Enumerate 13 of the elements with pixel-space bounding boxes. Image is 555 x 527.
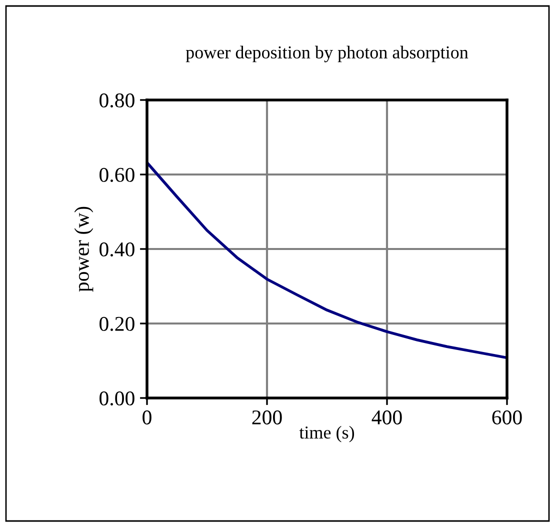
y-tick-label: 0.40 bbox=[100, 242, 134, 257]
x-tick-label: 0 bbox=[142, 410, 152, 424]
x-tick-label: 600 bbox=[492, 410, 522, 424]
y-axis-title: power (w) bbox=[74, 206, 94, 292]
x-tick-label: 200 bbox=[252, 410, 282, 424]
y-tick-label: 0.00 bbox=[100, 391, 134, 406]
y-tick-label: 0.80 bbox=[100, 93, 134, 108]
y-tick-label: 0.60 bbox=[100, 168, 134, 182]
line-series bbox=[147, 161, 507, 360]
chart-title: power deposition by photon absorption bbox=[186, 46, 468, 62]
y-tick-label: 0.20 bbox=[100, 316, 134, 332]
x-tick-label: 400 bbox=[372, 410, 402, 424]
x-axis-title: time (s) bbox=[299, 426, 354, 442]
